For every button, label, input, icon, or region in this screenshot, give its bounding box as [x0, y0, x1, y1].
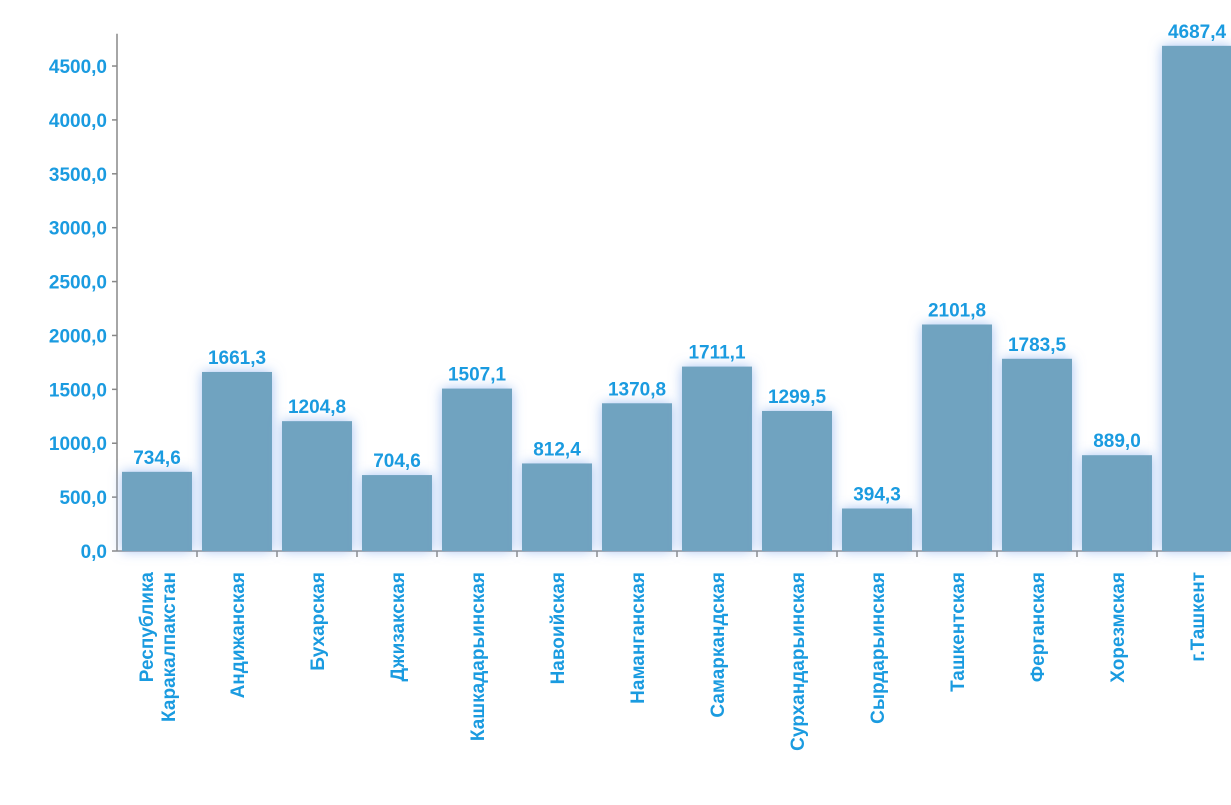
bar	[682, 366, 752, 551]
y-tick-label: 4000,0	[49, 111, 107, 132]
bar	[922, 324, 992, 551]
bar	[602, 403, 672, 551]
value-label: 1507,1	[448, 365, 507, 386]
value-label: 1711,1	[688, 343, 745, 364]
value-label: 1783,5	[1008, 335, 1067, 356]
y-tick-label: 1000,0	[49, 434, 107, 455]
x-tick-label: Бухарская	[308, 572, 329, 671]
bar	[1002, 358, 1072, 551]
x-tick-label: Навоийская	[548, 572, 569, 684]
y-tick-label: 3500,0	[49, 165, 107, 186]
bar	[442, 388, 512, 551]
value-label: 1370,8	[608, 379, 666, 400]
value-label: 2101,8	[928, 300, 986, 321]
x-tick-label: Самаркандская	[708, 572, 729, 718]
y-tick-label: 2000,0	[49, 326, 107, 347]
x-tick-label: РеспубликаКаракалпакстан	[137, 572, 180, 722]
value-label: 1204,8	[288, 397, 346, 418]
x-tick-label: Наманганская	[628, 572, 649, 704]
x-tick-label: Андижанская	[228, 572, 249, 698]
x-tick-label: Хорезмская	[1108, 572, 1129, 683]
y-tick-label: 0,0	[81, 542, 107, 563]
value-label: 812,4	[533, 439, 581, 460]
y-tick-label: 4500,0	[49, 57, 107, 78]
bar	[202, 371, 272, 551]
x-tick-label: г.Ташкент	[1188, 572, 1209, 662]
bar	[522, 463, 592, 551]
value-label: 1299,5	[768, 387, 827, 408]
value-label: 889,0	[1093, 431, 1141, 452]
y-tick-label: 500,0	[59, 488, 107, 509]
y-tick-label: 3000,0	[49, 219, 107, 240]
bar	[842, 508, 912, 551]
value-label: 4687,4	[1168, 22, 1227, 43]
bar	[282, 421, 352, 551]
x-tick-label: Сырдарьинская	[868, 572, 889, 724]
y-tick-label: 2500,0	[49, 273, 107, 294]
bar	[1162, 45, 1231, 552]
bar	[1082, 455, 1152, 551]
x-tick-label: Ферганская	[1028, 572, 1049, 682]
bar	[362, 475, 432, 551]
y-tick-label: 1500,0	[49, 380, 107, 401]
x-tick-label: Сурхандарьинская	[788, 572, 809, 751]
x-tick-label: Джизакская	[388, 572, 409, 681]
value-label: 394,3	[853, 485, 901, 506]
bar	[762, 410, 832, 551]
value-label: 734,6	[133, 448, 181, 469]
value-label: 1661,3	[208, 348, 266, 369]
value-label: 704,6	[373, 451, 421, 472]
bar	[122, 471, 192, 551]
x-tick-label: Кашкадарьинская	[468, 572, 489, 741]
x-tick-label: Ташкентская	[948, 572, 969, 692]
